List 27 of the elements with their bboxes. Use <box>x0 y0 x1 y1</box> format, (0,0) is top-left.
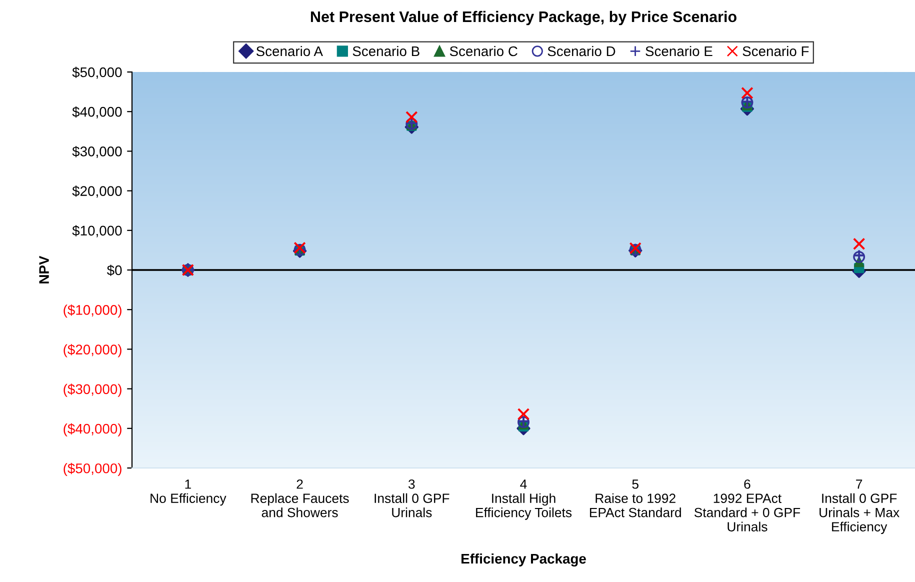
legend-label: Scenario F <box>742 46 809 56</box>
legend-label: Scenario A <box>256 46 323 56</box>
y-tick-label: $50,000 <box>72 66 122 79</box>
x-tick-label: 3 Install 0 GPF Urinals <box>374 479 450 518</box>
y-tick-label: $40,000 <box>72 106 122 118</box>
y-tick-label: ($50,000) <box>64 462 122 476</box>
legend-label: Scenario E <box>646 46 712 56</box>
legend-label: Scenario D <box>548 46 616 56</box>
x-tick-label: 6 1992 EPAct Standard + 0 GPF Urinals <box>694 479 800 532</box>
y-axis-title: NPV <box>39 256 49 284</box>
y-tick-label: $20,000 <box>72 186 122 198</box>
y-tick-label: $10,000 <box>72 225 122 238</box>
legend-label: Scenario B <box>352 46 420 56</box>
x-tick-label: 7 Install 0 GPF Urinals + Max Efficiency <box>820 480 900 534</box>
legend-label: Scenario C <box>450 46 518 56</box>
chart-title: Net Present Value of Efficiency Package, by Price Scenario <box>310 10 736 26</box>
y-tick-label: ($10,000) <box>64 304 122 318</box>
x-tick-label: 5 Raise to 1992 EPAct Standard <box>590 480 681 518</box>
x-tick-label: 4 Install High Efficiency Toilets <box>476 480 572 520</box>
y-tick-label: $30,000 <box>72 146 122 158</box>
y-tick-label: ($20,000) <box>64 344 122 358</box>
x-tick-label: 1 No Efficiency <box>150 480 226 506</box>
y-tick-label: $0 <box>106 264 122 276</box>
y-tick-label: ($40,000) <box>64 423 122 436</box>
x-axis-title: Efficiency Package <box>462 553 586 566</box>
y-tick-label: ($30,000) <box>64 384 122 397</box>
x-tick-label: 2 Replace Faucets and Showers <box>251 479 349 518</box>
